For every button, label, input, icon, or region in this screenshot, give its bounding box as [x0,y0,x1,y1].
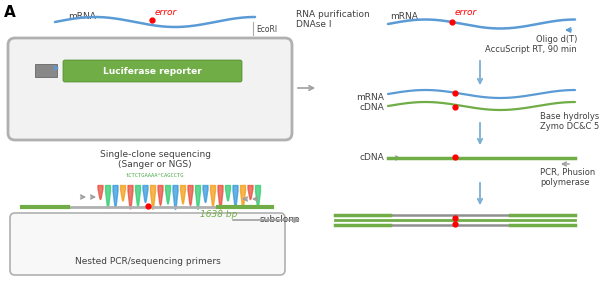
Text: mRNA: mRNA [356,92,384,101]
Text: Zymo DC&C 5: Zymo DC&C 5 [540,122,599,131]
Text: error: error [155,8,177,17]
Text: (Sanger or NGS): (Sanger or NGS) [118,160,192,169]
Text: cDNA: cDNA [359,103,384,112]
Text: 1638 bp: 1638 bp [200,210,238,219]
Text: cDNA: cDNA [359,152,384,161]
Text: error: error [455,8,477,17]
Text: Nested PCR/sequencing primers: Nested PCR/sequencing primers [75,257,221,266]
Text: polymerase: polymerase [540,178,589,187]
FancyBboxPatch shape [8,38,292,140]
Text: Luciferase reporter: Luciferase reporter [103,66,202,76]
Text: tCTCTGAAAA^CAGCCTG: tCTCTGAAAA^CAGCCTG [126,173,184,178]
Text: AccuScript RT, 90 min: AccuScript RT, 90 min [485,45,577,54]
Text: Oligo d(T): Oligo d(T) [536,35,577,44]
FancyBboxPatch shape [63,60,242,82]
Text: PCR, Phusion: PCR, Phusion [540,168,595,177]
Text: A: A [4,5,16,20]
Text: mRNA: mRNA [390,12,418,21]
Text: DNAse I: DNAse I [296,20,331,29]
Text: subclone: subclone [259,216,300,225]
Text: RNA purification: RNA purification [296,10,370,19]
Bar [35,64,57,77]
Text: EcoRI: EcoRI [256,25,277,33]
FancyBboxPatch shape [10,213,285,275]
Text: Single-clone sequencing: Single-clone sequencing [100,150,211,159]
Text: mRNA: mRNA [68,12,96,21]
Text: Base hydrolysis,: Base hydrolysis, [540,112,600,121]
